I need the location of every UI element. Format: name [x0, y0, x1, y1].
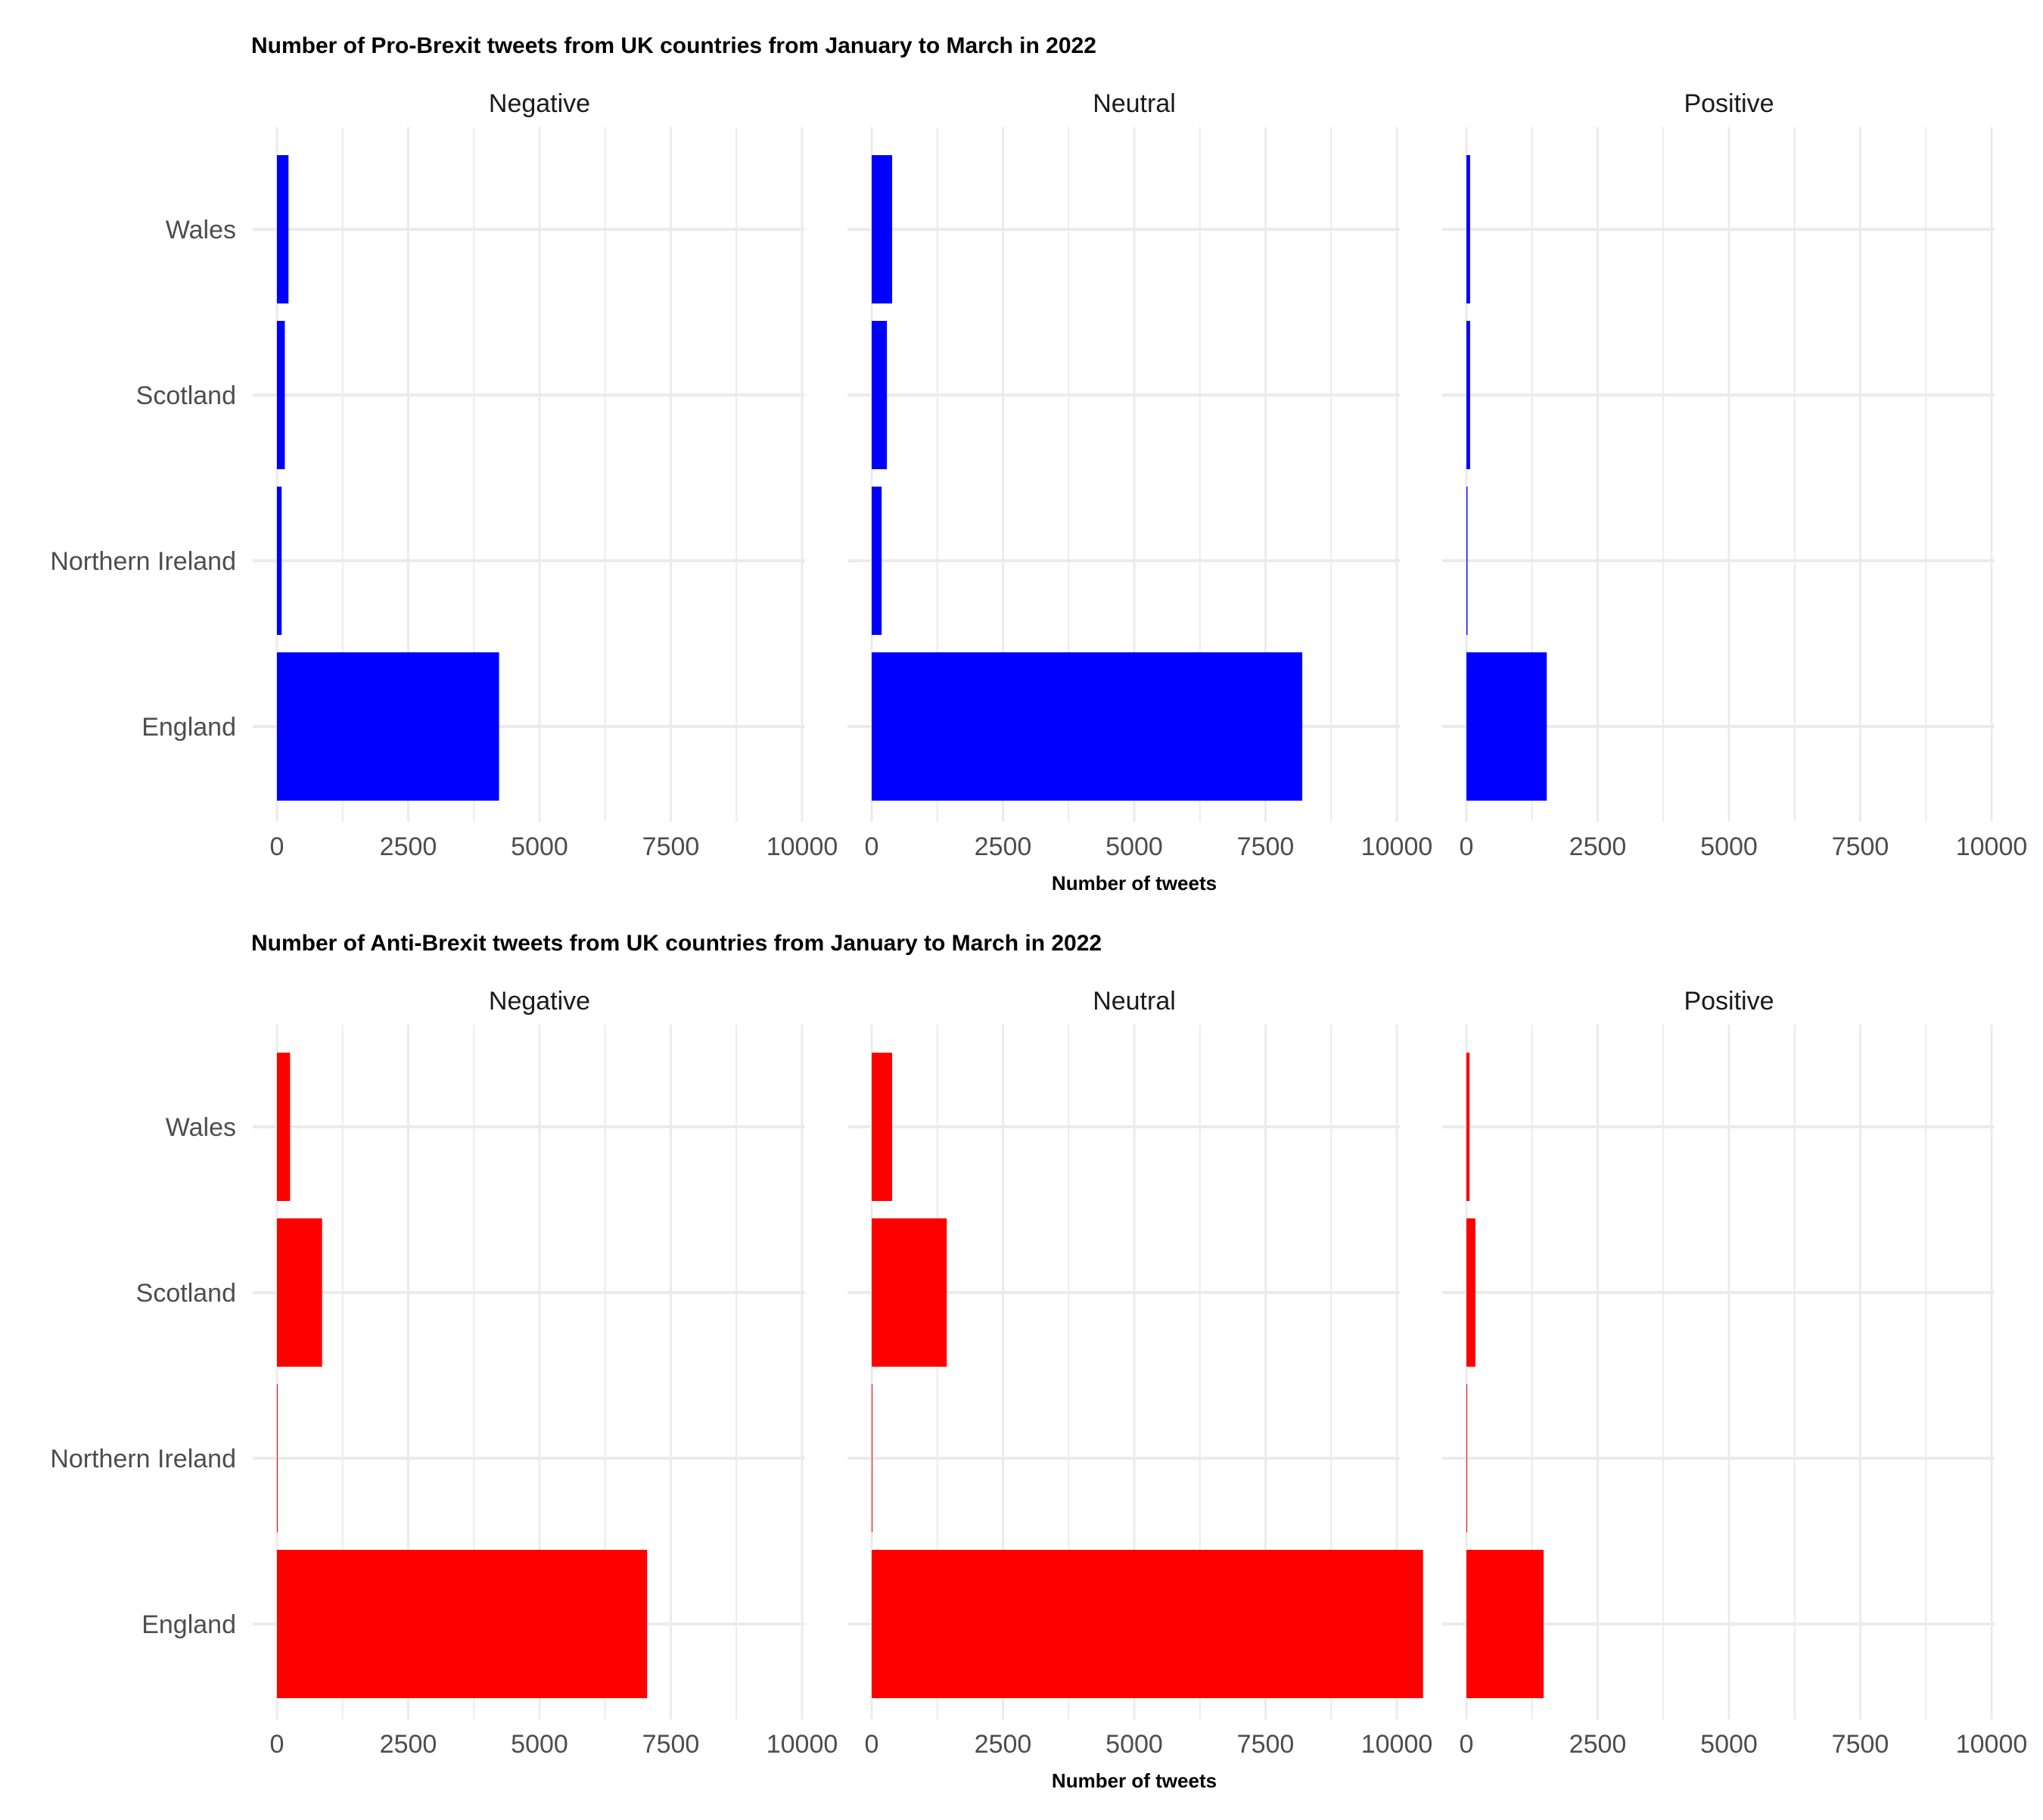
- x-tick-label: 0: [270, 1730, 285, 1759]
- bar-wales: [1466, 155, 1470, 303]
- x-tick-label: 7500: [1832, 1730, 1889, 1759]
- x-tick-label: 0: [1460, 1730, 1474, 1759]
- category-label: Wales: [166, 1113, 236, 1142]
- facet-label: Negative: [489, 987, 590, 1016]
- bar-northern-ireland: [1466, 487, 1468, 635]
- facet-panel-negative: Negative 0 2500 5000 7500 10000: [253, 89, 838, 861]
- bar-northern-ireland: [1466, 1384, 1467, 1532]
- x-tick-label: 2500: [380, 832, 437, 861]
- x-tick-label: 0: [270, 832, 285, 861]
- x-axis-title: Number of tweets: [1052, 1769, 1217, 1792]
- bar-scotland: [872, 1218, 947, 1367]
- x-tick-label: 2500: [975, 1730, 1032, 1759]
- facet-panel-neutral: Neutral 0 2500 5000 7500 10000: [847, 89, 1432, 861]
- facet-label: Positive: [1684, 89, 1774, 118]
- category-label: Northern Ireland: [50, 1445, 236, 1473]
- chart-title: Number of Pro-Brexit tweets from UK coun…: [251, 33, 1096, 58]
- category-label: Scotland: [136, 1279, 236, 1308]
- bar-northern-ireland: [277, 1384, 278, 1532]
- category-label: England: [141, 713, 236, 742]
- category-label: Northern Ireland: [50, 547, 236, 576]
- bar-england: [872, 652, 1303, 801]
- bar-england: [277, 652, 499, 801]
- facet-label: Neutral: [1093, 89, 1176, 118]
- bar-wales: [277, 155, 289, 303]
- x-tick-label: 7500: [1237, 832, 1295, 861]
- facet-label: Positive: [1684, 987, 1774, 1016]
- x-tick-label: 7500: [1237, 1730, 1295, 1759]
- x-tick-label: 0: [1460, 832, 1474, 861]
- category-label: England: [141, 1610, 236, 1639]
- bar-wales: [872, 1053, 893, 1201]
- x-tick-label: 2500: [1569, 1730, 1627, 1759]
- x-tick-label: 7500: [642, 1730, 700, 1759]
- bar-england: [1466, 652, 1547, 801]
- facet-label: Negative: [489, 89, 590, 118]
- x-tick-label: 2500: [975, 832, 1032, 861]
- x-tick-label: 7500: [1832, 832, 1889, 861]
- x-tick-label: 10000: [1361, 832, 1433, 861]
- chart-title: Number of Anti-Brexit tweets from UK cou…: [251, 931, 1102, 956]
- x-tick-label: 10000: [1361, 1730, 1433, 1759]
- bar-scotland: [277, 1218, 322, 1367]
- x-tick-label: 5000: [511, 1730, 568, 1759]
- bar-england: [277, 1550, 648, 1698]
- x-tick-label: 10000: [1956, 832, 2028, 861]
- x-tick-label: 5000: [1105, 1730, 1163, 1759]
- chart-block-1: Number of Anti-Brexit tweets from UK cou…: [50, 931, 2027, 1792]
- bar-scotland: [872, 321, 888, 469]
- bar-wales: [277, 1053, 291, 1201]
- x-tick-label: 2500: [1569, 832, 1627, 861]
- facet-panel-positive: Positive 0 2500 5000 7500 10000: [1442, 89, 2027, 861]
- chart-block-0: Number of Pro-Brexit tweets from UK coun…: [50, 33, 2027, 894]
- bar-scotland: [1466, 321, 1470, 469]
- x-tick-label: 5000: [1700, 832, 1758, 861]
- bar-wales: [872, 155, 893, 303]
- bar-england: [1466, 1550, 1544, 1698]
- x-tick-label: 0: [865, 832, 879, 861]
- facet-panel-positive: Positive 0 2500 5000 7500 10000: [1442, 987, 2027, 1759]
- x-tick-label: 5000: [1700, 1730, 1758, 1759]
- x-tick-label: 7500: [642, 832, 700, 861]
- bar-scotland: [1466, 1218, 1476, 1367]
- x-tick-label: 10000: [1956, 1730, 2028, 1759]
- x-tick-label: 0: [865, 1730, 879, 1759]
- x-tick-label: 10000: [767, 1730, 838, 1759]
- facet-panel-negative: Negative 0 2500 5000 7500 10000: [253, 987, 838, 1759]
- facet-label: Neutral: [1093, 987, 1176, 1016]
- x-tick-label: 5000: [1105, 832, 1163, 861]
- bar-northern-ireland: [277, 487, 282, 635]
- x-tick-label: 10000: [767, 832, 838, 861]
- bar-england: [872, 1550, 1423, 1698]
- category-label: Wales: [166, 216, 236, 244]
- category-label: Scotland: [136, 381, 236, 410]
- facet-panel-neutral: Neutral 0 2500 5000 7500 10000: [847, 987, 1432, 1759]
- x-axis-title: Number of tweets: [1052, 872, 1217, 894]
- x-tick-label: 2500: [380, 1730, 437, 1759]
- x-tick-label: 5000: [511, 832, 568, 861]
- bar-scotland: [277, 321, 285, 469]
- bar-northern-ireland: [872, 487, 882, 635]
- bar-wales: [1466, 1053, 1470, 1201]
